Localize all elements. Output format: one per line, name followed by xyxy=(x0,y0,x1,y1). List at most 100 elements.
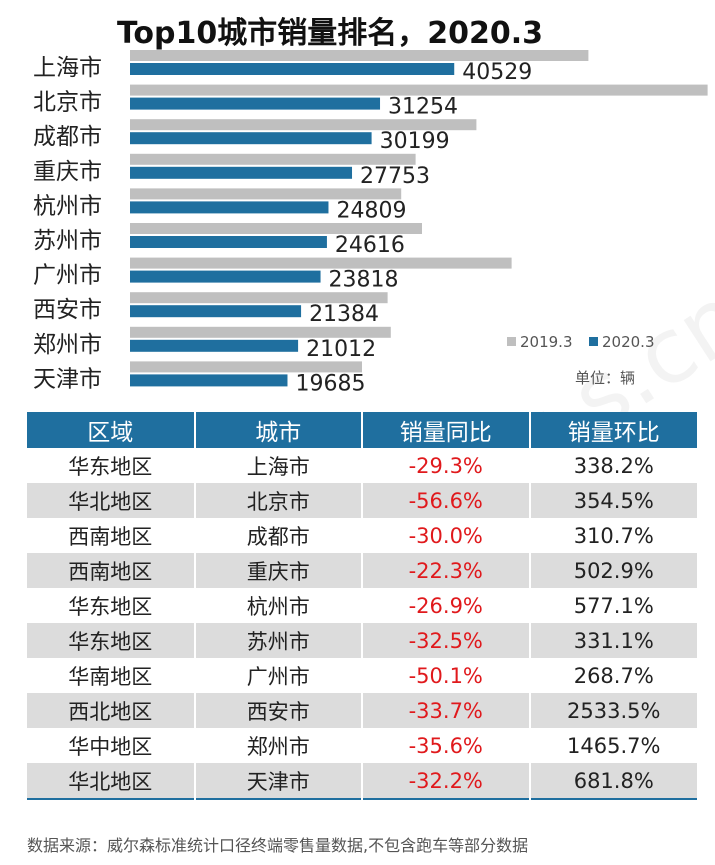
bar-2019 xyxy=(130,153,416,165)
mom-cell: 310.7% xyxy=(529,518,697,553)
city-cell: 北京市 xyxy=(194,483,363,518)
data-label: 31254 xyxy=(388,95,458,120)
city-cell: 重庆市 xyxy=(194,553,363,588)
table-header-cell: 销量环比 xyxy=(529,412,697,448)
data-label: 24809 xyxy=(336,198,406,223)
bar-2020 xyxy=(130,166,353,179)
table-row: 华中地区 郑州市 -35.6% 1465.7% xyxy=(27,728,697,763)
bar-chart: 上海市 40529 北京市 31254 成都市 30199 重庆市 27753 杭州市 24809… xyxy=(33,50,708,396)
bar-2020 xyxy=(130,339,299,352)
bar-2019 xyxy=(130,223,422,234)
region-cell: 华东地区 xyxy=(27,448,196,483)
category-label: 上海市 xyxy=(33,55,102,81)
data-label: 30199 xyxy=(380,129,450,154)
sales-table: 区域 城市 销量同比 销量环比 华东地区 上海市 -29.3% 338.2% 华北地区 北京市 -… xyxy=(27,412,697,800)
city-cell: 郑州市 xyxy=(194,728,363,763)
city-cell: 上海市 xyxy=(194,448,363,483)
bar-2020 xyxy=(130,270,321,283)
bar-2020 xyxy=(130,63,455,75)
region-cell: 西南地区 xyxy=(27,518,196,553)
table-header-cell: 城市 xyxy=(194,412,363,448)
unit-note: 单位：辆 xyxy=(575,369,635,387)
city-cell: 成都市 xyxy=(194,518,363,553)
category-label: 成都市 xyxy=(33,124,102,150)
table-row: 西南地区 重庆市 -22.3% 502.9% xyxy=(27,553,697,588)
table-body: 华东地区 上海市 -29.3% 338.2% 华北地区 北京市 -56.6% 354.5% 西南… xyxy=(27,448,697,799)
bar-2019 xyxy=(130,326,391,338)
yoy-cell: -32.2% xyxy=(362,763,531,799)
table-row: 华东地区 苏州市 -32.5% 331.1% xyxy=(27,623,697,658)
table-header-cell: 区域 xyxy=(27,412,196,448)
yoy-cell: -32.5% xyxy=(362,623,531,658)
category-label: 重庆市 xyxy=(33,159,102,185)
yoy-cell: -35.6% xyxy=(362,728,531,763)
city-cell: 苏州市 xyxy=(194,623,363,658)
category-label: 广州市 xyxy=(33,263,102,289)
mom-cell: 268.7% xyxy=(529,658,697,693)
bar-2019 xyxy=(130,188,402,200)
table-row: 华南地区 广州市 -50.1% 268.7% xyxy=(27,658,697,693)
mom-cell: 338.2% xyxy=(529,448,697,483)
data-label: 19685 xyxy=(295,371,365,396)
city-cell: 天津市 xyxy=(194,763,363,799)
mom-cell: 1465.7% xyxy=(529,728,697,763)
category-label: 北京市 xyxy=(33,90,102,116)
legend-label-2019: 2019.3 xyxy=(520,333,573,351)
region-cell: 华南地区 xyxy=(27,658,196,693)
mom-cell: 502.9% xyxy=(529,553,697,588)
data-label: 24616 xyxy=(335,233,405,258)
table-row: 华北地区 天津市 -32.2% 681.8% xyxy=(27,763,697,799)
region-cell: 华东地区 xyxy=(27,588,196,623)
bar-2020 xyxy=(130,374,288,387)
category-label: 苏州市 xyxy=(33,228,102,254)
region-cell: 华中地区 xyxy=(27,728,196,763)
data-label: 21384 xyxy=(309,302,379,327)
city-cell: 西安市 xyxy=(194,693,363,728)
yoy-cell: -33.7% xyxy=(362,693,531,728)
table-row: 华北地区 北京市 -56.6% 354.5% xyxy=(27,483,697,518)
bar-2019 xyxy=(130,84,708,96)
region-cell: 华东地区 xyxy=(27,623,196,658)
region-cell: 西北地区 xyxy=(27,693,196,728)
yoy-cell: -26.9% xyxy=(362,588,531,623)
chart-title: Top10城市销量排名，2020.3 xyxy=(116,16,544,51)
data-label: 23818 xyxy=(329,268,399,293)
bar-2020 xyxy=(130,236,327,248)
category-label: 郑州市 xyxy=(33,332,102,358)
mom-cell: 354.5% xyxy=(529,483,697,518)
region-cell: 华北地区 xyxy=(27,483,196,518)
legend-label-2020: 2020.3 xyxy=(602,333,655,351)
region-cell: 华北地区 xyxy=(27,763,196,799)
data-label: 21012 xyxy=(306,337,376,362)
bar-2019 xyxy=(130,292,388,304)
legend-swatch-2019 xyxy=(507,337,516,346)
yoy-cell: -30.0% xyxy=(362,518,531,553)
bar-2020 xyxy=(130,97,381,110)
yoy-cell: -22.3% xyxy=(362,553,531,588)
yoy-cell: -29.3% xyxy=(362,448,531,483)
bar-2020 xyxy=(130,201,329,214)
mom-cell: 681.8% xyxy=(529,763,697,799)
category-label: 天津市 xyxy=(33,366,102,392)
mom-cell: 577.1% xyxy=(529,588,697,623)
yoy-cell: -50.1% xyxy=(362,658,531,693)
mom-cell: 2533.5% xyxy=(529,693,697,728)
yoy-cell: -56.6% xyxy=(362,483,531,518)
table-header-cell: 销量同比 xyxy=(362,412,531,448)
data-label: 27753 xyxy=(360,164,430,189)
city-cell: 杭州市 xyxy=(194,588,363,623)
table-row: 西北地区 西安市 -33.7% 2533.5% xyxy=(27,693,697,728)
table-row: 西南地区 成都市 -30.0% 310.7% xyxy=(27,518,697,553)
region-cell: 西南地区 xyxy=(27,553,196,588)
bar-2019 xyxy=(130,257,512,269)
bar-2020 xyxy=(130,305,302,318)
table-row: 华东地区 上海市 -29.3% 338.2% xyxy=(27,448,697,483)
source-note: 数据来源：威尔森标准统计口径终端零售量数据,不包含跑车等部分数据 xyxy=(27,836,529,855)
city-cell: 广州市 xyxy=(194,658,363,693)
category-label: 西安市 xyxy=(33,297,102,323)
bar-2020 xyxy=(130,132,372,145)
category-label: 杭州市 xyxy=(33,193,102,219)
bar-2019 xyxy=(130,119,477,131)
bar-2019 xyxy=(130,50,589,61)
data-label: 40529 xyxy=(462,60,532,85)
